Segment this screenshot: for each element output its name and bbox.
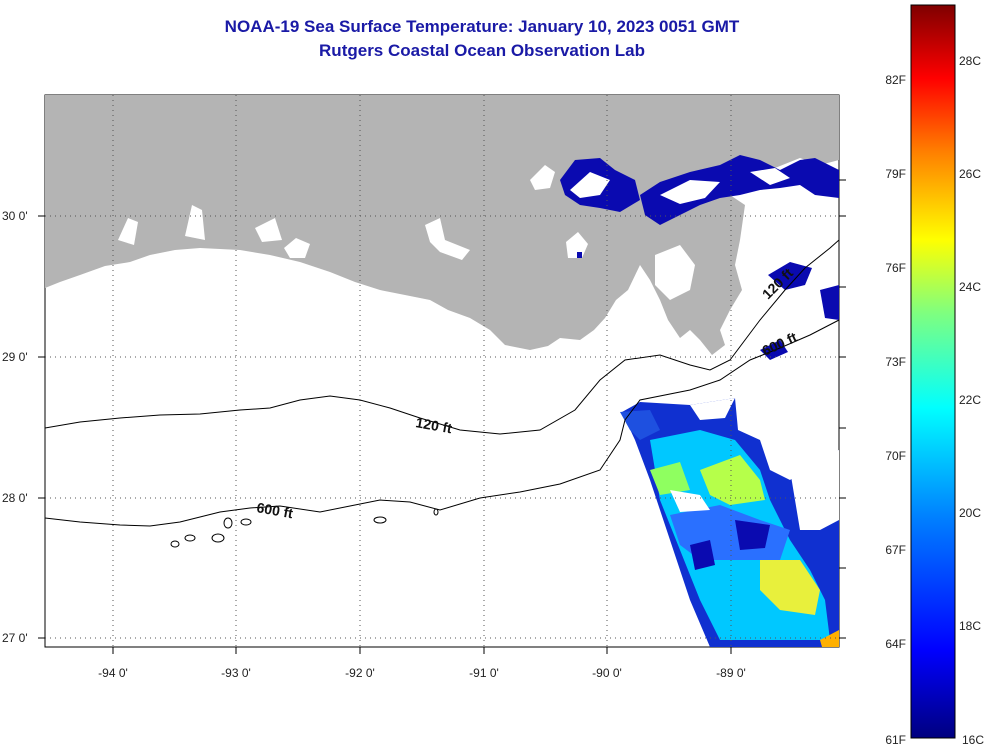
cloud-patch — [570, 172, 610, 198]
contour-label-120ft: 120 ft — [414, 414, 453, 436]
colorbar-c-label: 16C — [962, 733, 984, 747]
cold-water-patch — [640, 155, 839, 225]
colorbar-f-label: 73F — [885, 355, 906, 369]
colorbar-c-label: 28C — [959, 54, 981, 68]
lon-tick-label: -91 0' — [469, 666, 499, 680]
land-cloud-patch — [255, 218, 282, 242]
axis-ticks — [38, 179, 846, 654]
colorbar-f-label: 79F — [885, 167, 906, 181]
colorbar — [910, 4, 956, 739]
land-cloud-patch — [425, 218, 470, 260]
land-cloud-patch — [530, 165, 555, 190]
lat-tick-label: 29 0' — [2, 350, 28, 364]
contour-islets — [170, 508, 439, 548]
lat-tick-label: 27 0' — [2, 631, 28, 645]
land-cloud-patch — [185, 205, 205, 240]
colorbar-f-label: 61F — [885, 733, 906, 747]
grid-lines — [45, 95, 839, 647]
colorbar-c-label: 22C — [959, 393, 981, 407]
land-cloud-patch — [655, 245, 695, 300]
lon-tick-label: -92 0' — [345, 666, 375, 680]
land-cloud-patch — [284, 238, 310, 258]
cloud-patch — [750, 168, 790, 185]
sst-swath — [620, 398, 839, 647]
contour-600ft — [45, 319, 839, 527]
contour-120ft — [45, 239, 839, 435]
map-title: NOAA-19 Sea Surface Temperature: January… — [224, 17, 740, 36]
land-cloud-patch — [118, 218, 138, 245]
lat-tick-label: 30 0' — [2, 209, 28, 223]
colorbar-c-label: 18C — [959, 619, 981, 633]
colorbar-f-label: 70F — [885, 449, 906, 463]
land-cloud-patch — [566, 232, 588, 258]
lon-tick-label: -90 0' — [592, 666, 622, 680]
land-mass — [45, 95, 839, 355]
lon-tick-label: -93 0' — [221, 666, 251, 680]
lat-tick-label: 28 0' — [2, 491, 28, 505]
colorbar-f-label: 64F — [885, 637, 906, 651]
colorbar-c-label: 24C — [959, 280, 981, 294]
lon-tick-label: -94 0' — [98, 666, 128, 680]
colorbar-f-label: 67F — [885, 543, 906, 557]
contour-label-600ft: 600 ft — [255, 499, 294, 521]
cold-water-patch — [820, 285, 839, 320]
lon-tick-label: -89 0' — [716, 666, 746, 680]
colorbar-f-labels: 82F 79F 76F 73F 70F 67F 64F 61F — [885, 73, 906, 747]
cold-water-patch — [577, 252, 582, 258]
colorbar-f-label: 76F — [885, 261, 906, 275]
cold-water-patch — [768, 262, 812, 290]
colorbar-f-label: 82F — [885, 73, 906, 87]
colorbar-c-label: 26C — [959, 167, 981, 181]
colorbar-c-label: 20C — [959, 506, 981, 520]
colorbar-c-labels: 28C 26C 24C 22C 20C 18C 16C — [959, 54, 984, 747]
cloud-patch — [660, 180, 720, 204]
map-subtitle: Rutgers Coastal Ocean Observation Lab — [319, 41, 645, 60]
